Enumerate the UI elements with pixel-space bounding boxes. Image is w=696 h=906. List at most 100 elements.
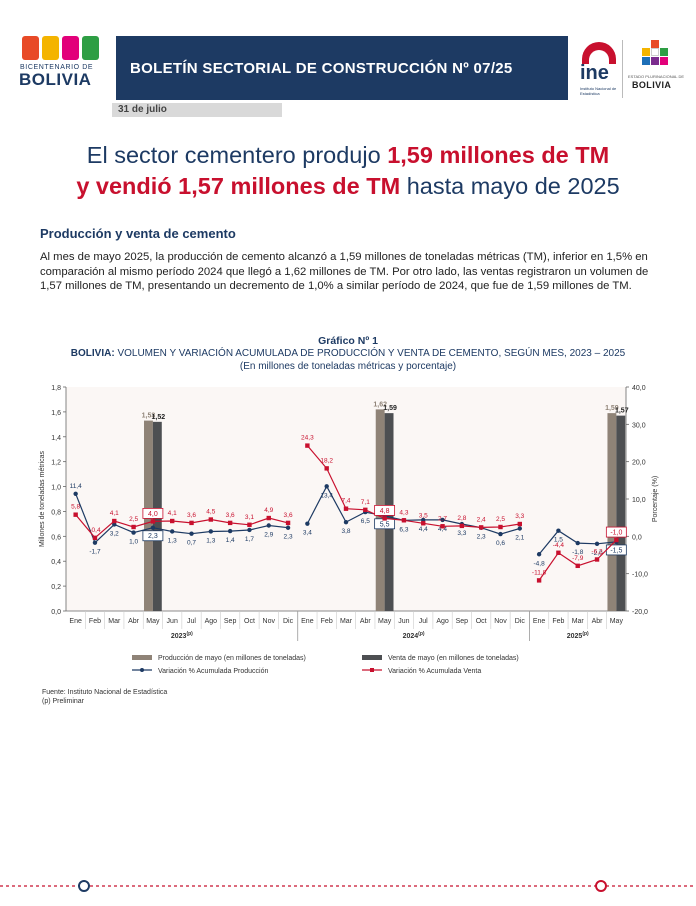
left-axis-tick-label: 1,2 bbox=[51, 460, 61, 467]
bicentenario-icons bbox=[22, 36, 108, 60]
point-venta bbox=[227, 520, 233, 526]
point-venta bbox=[498, 524, 503, 530]
point-label-produccion: -1,5 bbox=[610, 547, 622, 554]
point-label-produccion: -1,8 bbox=[572, 549, 584, 556]
point-label-venta: 4,1 bbox=[168, 510, 177, 517]
point-produccion bbox=[305, 521, 310, 526]
point-label-venta: 4,0 bbox=[148, 511, 158, 518]
point-label-venta: 24,3 bbox=[301, 435, 314, 442]
bar-produccion-label: 1,59 bbox=[605, 405, 619, 412]
point-venta bbox=[421, 521, 426, 526]
right-axis-tick-label: -20,0 bbox=[632, 609, 648, 616]
point-label-produccion: -1,7 bbox=[89, 549, 101, 556]
x-tick-label: Ene bbox=[533, 618, 546, 625]
x-tick-label: Mar bbox=[572, 618, 585, 625]
point-label-produccion: 3,2 bbox=[110, 530, 119, 537]
bar-venta bbox=[616, 415, 626, 611]
may-label-box bbox=[605, 526, 627, 538]
body-paragraph: Al mes de mayo 2025, la producción de ce… bbox=[40, 251, 649, 292]
point-produccion bbox=[208, 529, 214, 534]
x-tick-label: Oct bbox=[244, 618, 255, 625]
point-produccion bbox=[189, 531, 194, 536]
preliminary-note: (p) Preliminar bbox=[42, 698, 85, 705]
point-label-produccion: 0,6 bbox=[496, 540, 505, 547]
point-label-venta: 2,5 bbox=[129, 516, 138, 523]
point-label-venta: 2,4 bbox=[477, 516, 486, 523]
point-produccion bbox=[150, 525, 156, 530]
chart-title: BOLIVIA: VOLUMEN Y VARIACIÓN ACUMULADA D… bbox=[40, 348, 656, 359]
headline-highlight-1: 1,59 millones de TM bbox=[387, 142, 610, 168]
right-axis-tick-label: 30,0 bbox=[632, 422, 646, 429]
point-venta bbox=[594, 557, 600, 562]
x-tick-label: May bbox=[378, 618, 392, 625]
point-label-venta: 2,8 bbox=[457, 515, 466, 522]
left-axis-tick-label: 0,2 bbox=[51, 584, 61, 591]
point-label-venta: 4,5 bbox=[206, 509, 215, 516]
chart-subtitle: (En millones de toneladas métricas y por… bbox=[239, 361, 457, 372]
point-label-venta: 4,3 bbox=[399, 509, 408, 516]
point-label-venta: 4,9 bbox=[264, 507, 273, 514]
gob-subtext: ESTADO PLURINACIONAL DE bbox=[628, 74, 685, 79]
x-tick-label: Jul bbox=[187, 618, 196, 625]
point-label-produccion: 3,8 bbox=[341, 528, 350, 535]
point-label-venta: 5,8 bbox=[71, 504, 80, 511]
point-produccion bbox=[92, 540, 98, 545]
chart-title-bold: BOLIVIA: bbox=[70, 348, 115, 359]
point-produccion bbox=[227, 528, 233, 534]
legend-line-venta: Variación % Acumulada Venta bbox=[388, 668, 481, 675]
x-tick-label: Jul bbox=[419, 618, 428, 625]
point-label-produccion: 1,7 bbox=[245, 536, 254, 543]
right-axis-tick-label: 0,0 bbox=[632, 534, 642, 541]
point-venta bbox=[614, 537, 619, 543]
x-tick-label: Jun bbox=[398, 618, 409, 625]
point-label-venta: 3,3 bbox=[515, 513, 524, 520]
left-axis-tick-label: 1,4 bbox=[51, 435, 61, 442]
point-label-produccion: 6,3 bbox=[399, 526, 408, 533]
legend-bar-produccion: Producción de mayo (en millones de tonel… bbox=[158, 655, 306, 662]
point-venta bbox=[305, 443, 310, 448]
cement-chart: 0,0 0,2 0,4 0,6 0,8 1,0 1,2 1,4 1,6 1,8 -20,0 -10,0… bbox=[39, 385, 659, 675]
point-produccion bbox=[440, 517, 445, 523]
point-label-venta: -1,0 bbox=[610, 530, 622, 537]
point-label-venta: 3,6 bbox=[284, 512, 293, 519]
x-tick-label: Ago bbox=[436, 618, 449, 625]
bulletin-title-bar: BOLETÍN SECTORIAL DE CONSTRUCCIÓN Nº 07/… bbox=[116, 36, 568, 100]
source-note: Fuente: Instituto Nacional de Estadístic… bbox=[42, 688, 167, 706]
header: BICENTENARIO DE BOLIVIA BOLETÍN SECTORIA… bbox=[0, 0, 696, 117]
y-axis-title: Millones de toneladas métricas bbox=[39, 450, 46, 547]
right-axis-tick-label: 20,0 bbox=[632, 460, 646, 467]
point-venta bbox=[324, 466, 329, 471]
year-label: 2023(p) bbox=[171, 631, 193, 640]
right-axis-tick-label: 40,0 bbox=[632, 385, 646, 392]
point-venta bbox=[440, 524, 445, 529]
point-label-produccion: 13,4 bbox=[320, 492, 333, 499]
chart-label: Gráfico Nº 1 bbox=[318, 335, 378, 347]
point-label-venta: -6,2 bbox=[591, 548, 603, 555]
point-produccion bbox=[536, 552, 542, 557]
point-produccion bbox=[594, 541, 600, 546]
legend-bar-venta: Venta de mayo (en millones de toneladas) bbox=[388, 655, 519, 662]
x-tick-label: Dic bbox=[283, 618, 294, 625]
right-axis-tick-label: -10,0 bbox=[632, 572, 648, 579]
point-label-venta: -11,8 bbox=[532, 569, 547, 576]
left-axis-tick-label: 1,6 bbox=[51, 410, 61, 417]
point-label-venta: -0,4 bbox=[89, 527, 101, 534]
ine-logo-text: ine bbox=[580, 62, 609, 84]
x-tick-label: Sep bbox=[224, 618, 237, 625]
point-label-venta: 18,2 bbox=[320, 457, 333, 464]
x-tick-label: Abr bbox=[128, 618, 140, 625]
point-venta bbox=[401, 518, 407, 523]
may-label-box bbox=[142, 507, 164, 519]
point-venta bbox=[247, 522, 252, 527]
gob-text: BOLIVIA bbox=[632, 80, 672, 90]
point-label-produccion: 1,3 bbox=[206, 537, 215, 544]
point-venta bbox=[575, 563, 580, 569]
point-label-venta: 3,5 bbox=[419, 512, 428, 519]
point-label-produccion: 1,0 bbox=[129, 539, 138, 546]
point-venta bbox=[131, 524, 136, 530]
bar-venta-label: 1,59 bbox=[383, 405, 397, 412]
point-venta bbox=[73, 512, 78, 517]
left-axis-tick-label: 0,8 bbox=[51, 509, 61, 516]
x-tick-label: Sep bbox=[456, 618, 469, 625]
point-produccion bbox=[517, 526, 522, 531]
